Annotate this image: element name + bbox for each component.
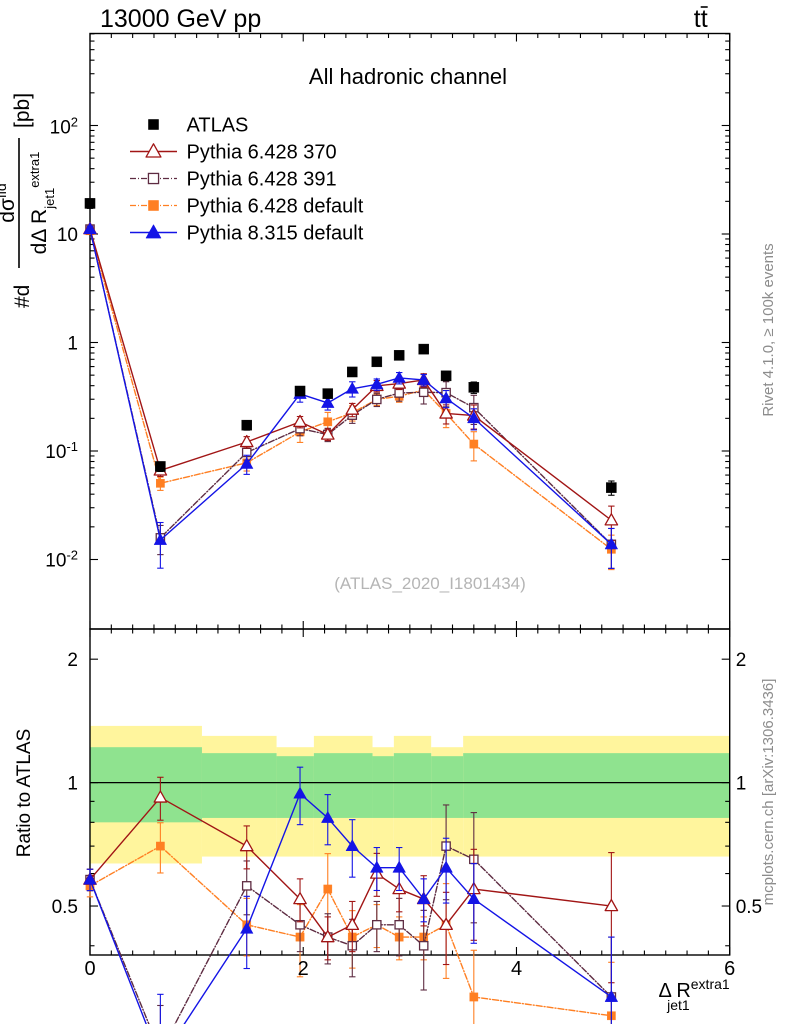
svg-text:0.5: 0.5 <box>736 897 762 918</box>
svg-text:2: 2 <box>67 650 78 671</box>
svg-text:0: 0 <box>84 958 95 980</box>
svg-text:1: 1 <box>67 334 78 355</box>
svg-text:Pythia 8.315 default: Pythia 8.315 default <box>187 223 364 245</box>
svg-text:Pythia 6.428 default: Pythia 6.428 default <box>187 196 364 218</box>
svg-text:Rivet 4.1.0, ≥ 100k events: Rivet 4.1.0, ≥ 100k events <box>760 243 777 416</box>
svg-text:1: 1 <box>67 774 78 795</box>
svg-text:2: 2 <box>736 650 747 671</box>
svg-text:4: 4 <box>511 958 522 980</box>
svg-text:Ratio to ATLAS: Ratio to ATLAS <box>14 729 35 858</box>
svg-text:mcplots.cern.ch [arXiv:1306.34: mcplots.cern.ch [arXiv:1306.3436] <box>760 679 777 906</box>
svg-text:2: 2 <box>298 958 309 980</box>
svg-text:[pb]: [pb] <box>11 93 34 128</box>
svg-text:#d: #d <box>11 285 34 308</box>
svg-text:tt: tt <box>694 5 708 33</box>
svg-text:ATLAS: ATLAS <box>187 115 249 137</box>
svg-text:jet1: jet1 <box>666 997 690 1013</box>
svg-text:0.5: 0.5 <box>52 897 78 918</box>
svg-text:1: 1 <box>736 774 747 795</box>
svg-text:Pythia 6.428 391: Pythia 6.428 391 <box>187 169 337 191</box>
svg-text:(ATLAS_2020_I1801434): (ATLAS_2020_I1801434) <box>334 574 526 593</box>
svg-text:10: 10 <box>57 225 78 246</box>
svg-text:All hadronic channel: All hadronic channel <box>309 64 507 89</box>
svg-text:13000 GeV pp: 13000 GeV pp <box>100 5 261 33</box>
svg-text:Pythia 6.428 370: Pythia 6.428 370 <box>187 142 337 164</box>
